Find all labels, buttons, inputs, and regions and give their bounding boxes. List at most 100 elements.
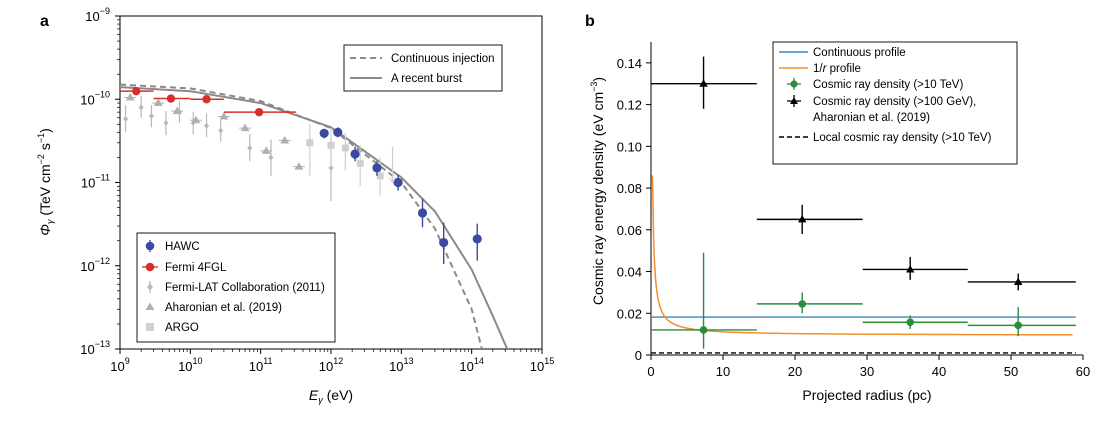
panel-a-y-axis-label: Φγ (TeV cm−2 s−1) xyxy=(36,128,55,236)
panel-b-y-tick-label: 0.12 xyxy=(617,98,642,113)
panel-b-x-tick-label: 30 xyxy=(860,364,874,379)
panel-a-x-tick-label: 1012 xyxy=(319,356,343,374)
panel-b-data-points xyxy=(651,56,1076,349)
cr-density-10tev-point xyxy=(967,307,1076,337)
hawc-point xyxy=(333,127,343,138)
aharonian-et-al-2019-point xyxy=(171,106,184,115)
argo-upper-limit-arrow xyxy=(389,146,397,184)
legend-aharonian-marker xyxy=(145,302,155,310)
legend-fermi-4fgl-label: Fermi 4FGL xyxy=(165,262,227,274)
panel-b-y-tick-label: 0.04 xyxy=(617,265,642,280)
panel-b-legend-box xyxy=(772,41,1018,165)
cr-density-10tev-point xyxy=(862,315,968,329)
fermi-4fgl-point xyxy=(190,95,224,104)
legend-r-profile-label: 1/r profile xyxy=(813,63,861,75)
hawc-point xyxy=(372,161,382,176)
cr-density-10tev-point xyxy=(651,252,757,349)
panel-b-x-tick-label: 60 xyxy=(1076,364,1090,379)
panel-a-data-points xyxy=(120,86,482,264)
aharonian-et-al-2019-point xyxy=(152,98,165,107)
panel-b-letter: b xyxy=(585,13,595,30)
legend-aharonian-label: Aharonian et al. (2019) xyxy=(165,302,282,314)
panel-b-y-tick-label: 0.10 xyxy=(617,139,642,154)
panel-a-y-tick-label: 10−11 xyxy=(81,173,110,191)
fermi-4fgl-point xyxy=(120,86,154,96)
panel-b-y-axis-label: Cosmic ray energy density (eV cm−3) xyxy=(589,77,606,305)
legend-argo-marker xyxy=(146,323,154,331)
hawc-point xyxy=(393,174,403,191)
panel-a-x-tick-label: 1013 xyxy=(389,356,413,374)
hawc-point xyxy=(472,223,482,261)
hawc-point xyxy=(439,222,449,264)
aharonian-et-al-2019-point xyxy=(217,112,230,120)
panel-a-y-tick-label: 10−13 xyxy=(80,339,110,357)
argo-point xyxy=(327,128,335,168)
legend-cr-density-100gev-label: Cosmic ray density (>100 GeV), xyxy=(813,96,976,108)
legend-cr-density-100gev-label-2: Aharonian et al. (2019) xyxy=(813,112,930,124)
cr-density-100gev-point xyxy=(651,56,757,109)
panel-b-y-tick-label: 0.06 xyxy=(617,223,642,238)
fermi-lat-collaboration-2011-point xyxy=(204,113,210,138)
aharonian-et-al-2019-point xyxy=(278,135,291,144)
panel-a-y-tick-label: 10−10 xyxy=(80,89,110,107)
panel-a-ticks: 109 1010 1011 1012 1013 1014 1015 10−13 10−12 10−… xyxy=(80,6,554,374)
panel-b-y-tick-label: 0 xyxy=(635,348,642,363)
panel-a-model-curves xyxy=(120,83,509,349)
panel-a-x-axis-label: Eγ (eV) xyxy=(309,387,353,405)
panel-b-legend: Continuous profile 1/r profile Cosmic ra… xyxy=(772,41,1018,165)
cr-density-100gev-point xyxy=(756,204,863,234)
panel-b-x-tick-label: 20 xyxy=(788,364,802,379)
legend-local-density-label: Local cosmic ray density (>10 TeV) xyxy=(813,132,992,144)
panel-a: a 109 1010 1011 1012 1013 1014 101510−1310−121… xyxy=(36,6,554,405)
fermi-lat-collaboration-2011-point xyxy=(163,111,169,136)
legend-hawc-marker xyxy=(145,240,155,252)
fermi-lat-collaboration-2011-point xyxy=(268,139,274,176)
legend-cr-density-100gev-marker xyxy=(787,95,801,107)
panel-a-x-tick-label: 1015 xyxy=(530,356,554,374)
panel-a-legend-models: Continuous injection A recent burst xyxy=(343,44,503,92)
legend-fermi-lat-marker xyxy=(147,281,153,293)
aharonian-et-al-2019-point xyxy=(260,146,273,154)
legend-continuous-injection-label: Continuous injection xyxy=(391,53,495,65)
panel-b-y-tick-label: 0.14 xyxy=(617,56,642,71)
panel-a-x-tick-label: 1014 xyxy=(459,356,483,374)
panel-b-profiles xyxy=(651,175,1076,354)
aharonian-et-al-2019-point xyxy=(292,162,305,170)
panel-b-x-axis-label: Projected radius (pc) xyxy=(802,387,931,403)
legend-fermi-lat-label: Fermi-LAT Collaboration (2011) xyxy=(165,282,325,294)
argo-point xyxy=(306,124,314,176)
aharonian-et-al-2019-point xyxy=(189,115,202,124)
legend-continuous-profile-label: Continuous profile xyxy=(813,47,906,59)
panel-b-x-tick-label: 10 xyxy=(716,364,730,379)
legend-fermi-4fgl-marker xyxy=(142,262,158,272)
legend-cr-density-10tev-marker xyxy=(787,78,801,90)
panel-b-y-tick-label: 0.08 xyxy=(617,181,642,196)
panel-b-x-tick-label: 0 xyxy=(647,364,654,379)
panel-b-y-tick-label: 0.02 xyxy=(617,306,642,321)
cr-density-100gev-point xyxy=(862,256,968,280)
hawc-point xyxy=(319,128,329,139)
panel-a-x-tick-label: 1011 xyxy=(249,356,273,374)
fermi-4fgl-point xyxy=(153,94,191,103)
argo-point xyxy=(341,132,349,171)
legend-hawc-label: HAWC xyxy=(165,241,200,253)
panel-b-x-tick-label: 50 xyxy=(1004,364,1018,379)
r-profile-curve xyxy=(651,175,1073,336)
panel-a-letter: a xyxy=(40,13,49,30)
panel-b: b 0 10 20 30 40 50 60 0 0.02 0.04 0.06 0.08 0.10 0.12… xyxy=(585,13,1090,403)
cr-density-10tev-point xyxy=(756,292,863,314)
continuous-injection-curve xyxy=(120,83,483,349)
panel-a-x-tick-label: 109 xyxy=(110,356,129,374)
panel-a-y-tick-label: 10−12 xyxy=(80,256,110,274)
argo-point xyxy=(356,145,364,187)
hawc-point xyxy=(350,146,360,162)
fermi-lat-collaboration-2011-point xyxy=(247,134,253,162)
panel-a-x-tick-label: 1010 xyxy=(178,356,202,374)
argo-point xyxy=(376,157,384,196)
panel-b-x-tick-label: 40 xyxy=(932,364,946,379)
panel-a-legend-data: HAWC Fermi 4FGL Fermi-LAT Collaboration … xyxy=(136,232,336,343)
aharonian-et-al-2019-point xyxy=(239,123,252,132)
legend-recent-burst-label: A recent burst xyxy=(391,73,463,85)
fermi-lat-collaboration-2011-point xyxy=(138,95,144,118)
